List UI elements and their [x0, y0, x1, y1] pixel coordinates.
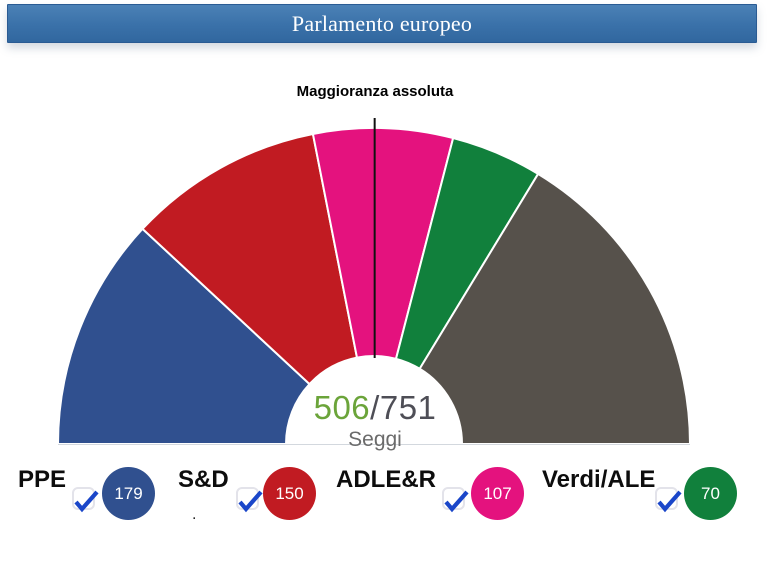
majority-label: Maggioranza assoluta: [296, 83, 454, 100]
legend-value-adler: 107: [483, 483, 512, 503]
legend-value-ppe: 179: [114, 483, 143, 503]
legend-value-verdi: 70: [701, 483, 720, 503]
legend-badge-verdi: 70: [684, 467, 737, 520]
title-bar: Parlamento europeo: [7, 4, 757, 43]
total-seats-value: 751: [379, 389, 437, 426]
checkmark-icon: [657, 490, 682, 513]
legend-checkbox-verdi[interactable]: [655, 487, 682, 513]
legend-badge-ppe: 179: [102, 467, 155, 520]
checkmark-icon: [74, 490, 99, 513]
segment-verdi-ale[interactable]: [394, 136, 540, 371]
seats-unit-label: Seggi: [348, 427, 402, 451]
legend-label-adler: ADLE&R: [336, 466, 436, 493]
page-title: Parlamento europeo: [291, 10, 473, 36]
legend-label-sd: S&D: [178, 466, 229, 493]
legend-label-verdi: Verdi/ALE: [542, 466, 656, 493]
seats-separator: /: [370, 389, 380, 426]
legend-checkbox-adler[interactable]: [442, 487, 469, 513]
legend-badge-sd: 150: [263, 467, 316, 520]
legend-label-ppe: PPE: [18, 466, 67, 493]
seat-counter: 506/751 Seggi: [313, 389, 437, 451]
selected-seats-value: 506: [313, 389, 371, 426]
legend-badge-adler: 107: [471, 467, 524, 520]
checkmark-icon: [238, 490, 263, 513]
legend-checkbox-sd[interactable]: [236, 487, 263, 513]
segment-remainder[interactable]: [418, 172, 692, 445]
legend-value-sd: 150: [275, 483, 304, 503]
checkmark-icon: [444, 490, 469, 513]
segment-ppe[interactable]: [56, 227, 311, 445]
legend-checkbox-ppe[interactable]: [72, 487, 99, 513]
segment-s-d[interactable]: [141, 132, 359, 386]
stray-dot: .: [192, 506, 197, 523]
